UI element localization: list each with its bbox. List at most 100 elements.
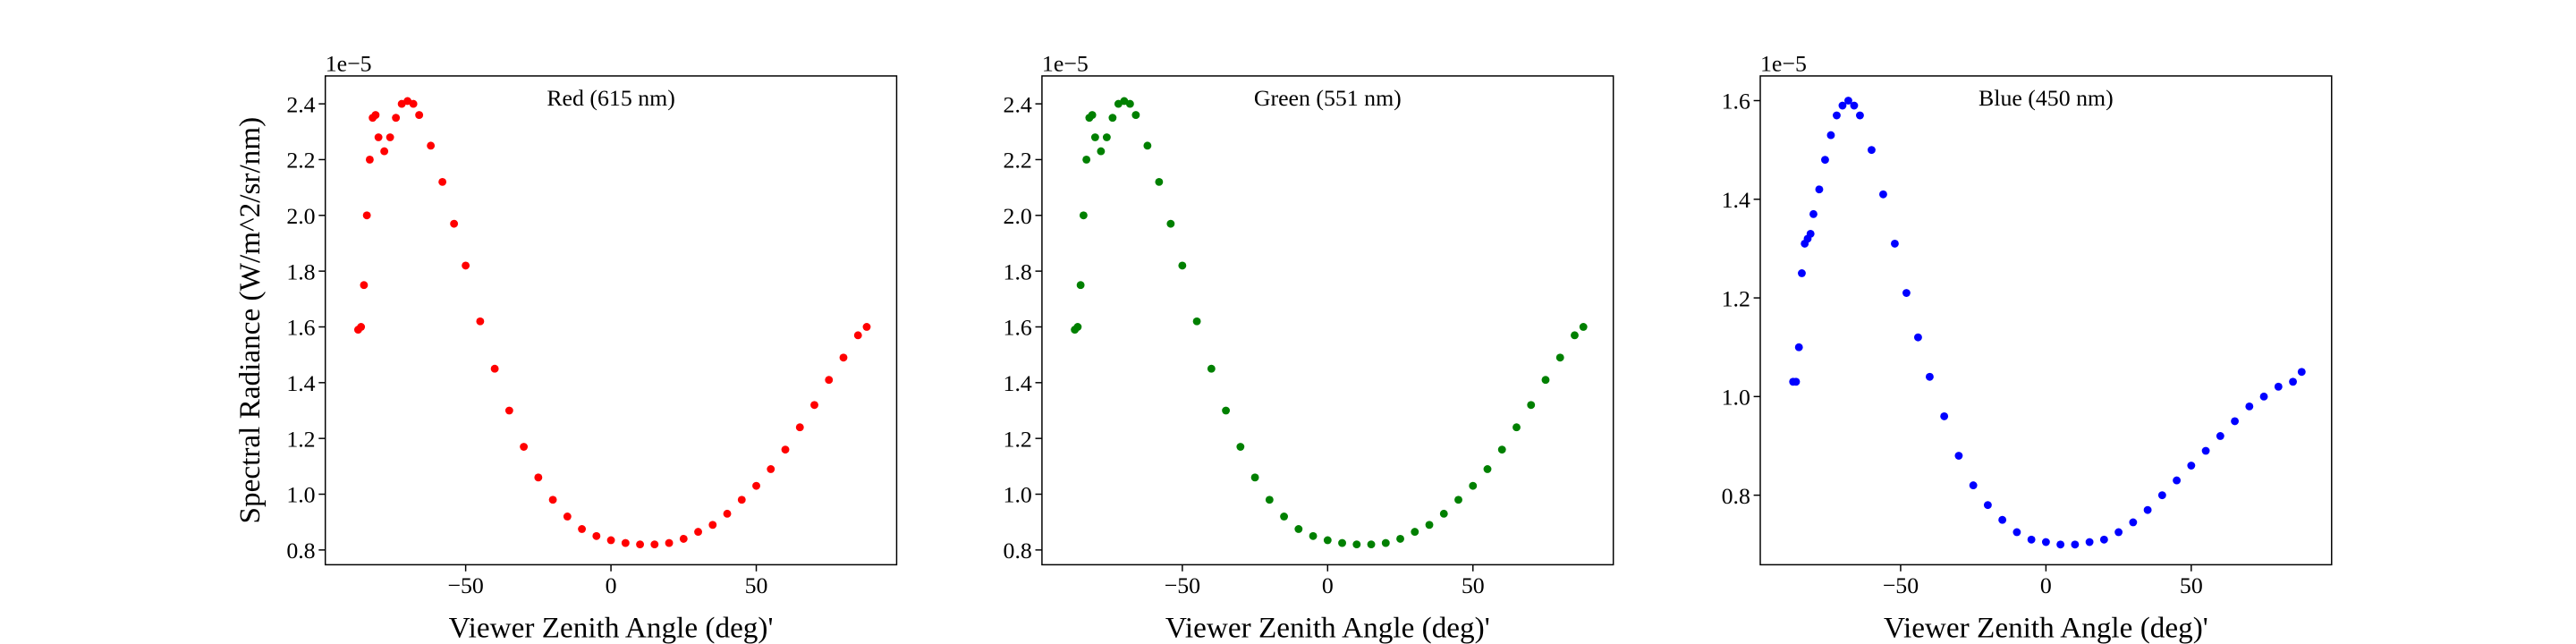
- data-point: [708, 521, 717, 530]
- data-point: [1143, 141, 1152, 150]
- data-point: [1555, 353, 1564, 362]
- data-point: [386, 133, 394, 141]
- y-tick-label: 1.8: [286, 258, 315, 284]
- data-point: [427, 141, 436, 150]
- y-tick-label: 2.0: [1004, 203, 1032, 229]
- data-point: [504, 406, 513, 415]
- data-point: [2187, 462, 2196, 470]
- data-point: [1833, 111, 1841, 120]
- data-point: [621, 538, 630, 547]
- data-point: [415, 111, 424, 119]
- y-tick-label: 1.4: [1722, 187, 1750, 213]
- y-tick-label: 2.2: [1004, 148, 1032, 174]
- data-point: [2085, 538, 2094, 547]
- data-point: [360, 281, 369, 290]
- axes-frame: [1041, 75, 1614, 566]
- data-point: [1236, 443, 1245, 451]
- data-point: [1940, 411, 1949, 420]
- data-point: [1792, 377, 1801, 386]
- data-point: [392, 114, 401, 123]
- y-tick-label: 0.8: [1004, 538, 1032, 564]
- data-point: [1527, 401, 1536, 410]
- data-point: [1954, 452, 1963, 460]
- data-point: [1809, 209, 1818, 218]
- data-point: [1250, 473, 1259, 482]
- data-point: [606, 536, 615, 545]
- data-point: [1076, 281, 1085, 290]
- data-point: [1338, 538, 1346, 547]
- x-tick-label: 0: [2040, 572, 2052, 598]
- data-point: [2056, 540, 2065, 549]
- x-tick-label: 50: [745, 572, 768, 598]
- data-point: [1079, 211, 1088, 220]
- y-tick-label: 1.6: [286, 315, 315, 341]
- data-point: [1794, 343, 1803, 352]
- data-point: [1411, 528, 1419, 537]
- data-point: [1983, 501, 1992, 510]
- x-tick-label: −50: [447, 572, 483, 598]
- y-tick-label: 1.0: [286, 482, 315, 508]
- data-point: [2041, 538, 2050, 547]
- data-point: [592, 531, 601, 540]
- data-point: [1125, 99, 1134, 108]
- panel-title: Green (551 nm): [1254, 85, 1402, 111]
- data-point: [409, 99, 418, 108]
- x-tick-label: 50: [1462, 572, 1485, 598]
- data-point: [839, 353, 848, 362]
- data-point: [563, 513, 572, 521]
- data-point: [2289, 377, 2297, 386]
- data-point: [520, 443, 529, 451]
- data-point: [2143, 505, 2152, 514]
- data-point: [1178, 261, 1187, 270]
- y-tick-label: 1.2: [1004, 426, 1032, 452]
- data-point: [795, 423, 804, 432]
- data-point: [1913, 333, 1922, 342]
- y-axis-label: Spectral Radiance (W/m^2/sr/nm): [233, 117, 267, 524]
- data-point: [781, 445, 790, 454]
- data-point: [1439, 509, 1448, 518]
- y-tick-label: 2.4: [286, 91, 315, 117]
- data-point: [1108, 114, 1117, 123]
- y-tick-label: 2.0: [286, 203, 315, 229]
- data-point: [1090, 133, 1099, 141]
- data-point: [1469, 481, 1478, 490]
- y-tick-label: 2.2: [286, 148, 315, 174]
- data-point: [1902, 289, 1911, 297]
- data-point: [2231, 417, 2240, 426]
- data-point: [534, 473, 543, 482]
- data-point: [1969, 481, 1978, 490]
- data-point: [825, 376, 834, 385]
- data-point: [665, 538, 674, 547]
- data-point: [1497, 445, 1506, 454]
- x-tick-label: −50: [1883, 572, 1919, 598]
- x-axis-label: Viewer Zenith Angle (deg)': [1165, 612, 1490, 644]
- y-tick-label: 1.0: [1004, 482, 1032, 508]
- data-point: [737, 496, 746, 504]
- y-tick-label: 0.8: [1722, 483, 1750, 509]
- data-point: [2099, 535, 2108, 544]
- data-point: [1844, 97, 1852, 105]
- data-point: [2259, 392, 2268, 401]
- y-tick-label: 0.8: [286, 538, 315, 564]
- data-point: [723, 509, 732, 518]
- axes-frame: [324, 75, 898, 566]
- data-point: [2245, 402, 2254, 411]
- data-point: [1998, 515, 2007, 524]
- data-point: [548, 496, 557, 504]
- offset-label: 1e−5: [326, 50, 372, 76]
- data-point: [767, 465, 775, 473]
- x-axis-label: Viewer Zenith Angle (deg)': [449, 612, 774, 644]
- panel-title: Blue (450 nm): [1979, 85, 2114, 111]
- data-point: [1166, 219, 1175, 228]
- data-point: [476, 317, 485, 326]
- data-point: [1579, 323, 1588, 331]
- y-tick-label: 1.8: [1004, 258, 1032, 284]
- data-point: [2114, 528, 2123, 537]
- data-point: [365, 156, 374, 164]
- data-point: [1879, 190, 1887, 199]
- data-point: [1891, 239, 1899, 248]
- data-point: [1425, 521, 1434, 530]
- offset-label: 1e−5: [1760, 50, 1807, 76]
- data-point: [1838, 101, 1847, 110]
